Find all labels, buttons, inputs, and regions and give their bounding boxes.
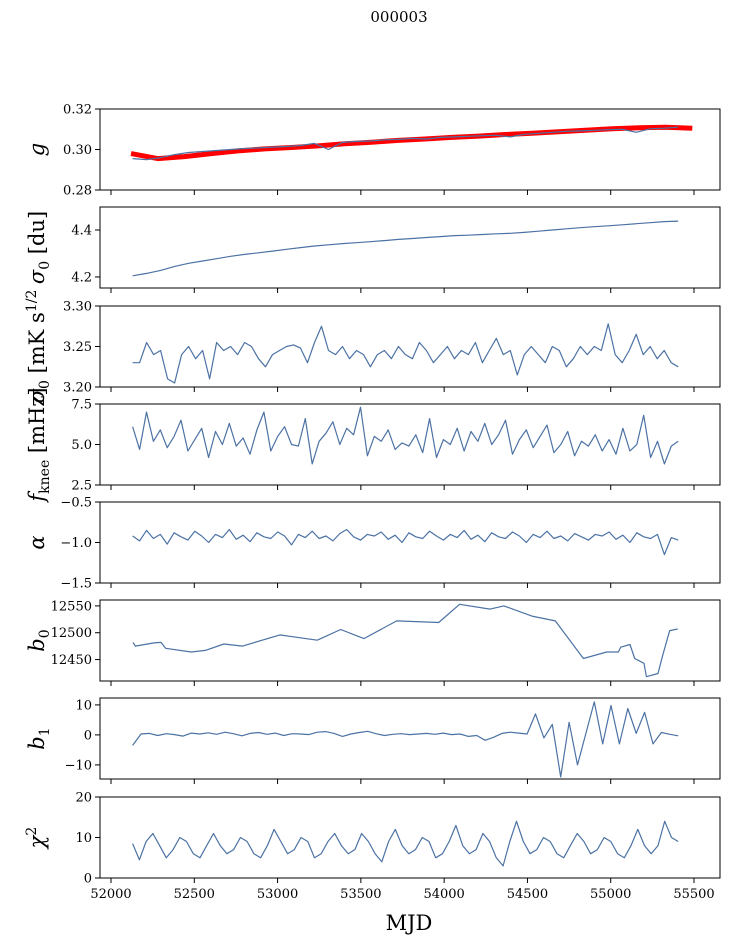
y-label-symbol: σ [25,388,49,403]
axes-frame [99,796,721,879]
y-axis-label: σ0 [mK s1/2 [24,290,53,404]
x-axis-label: MJD [386,911,433,935]
y-tick-label: 3.30 [63,300,92,315]
y-axis-label: b1 [25,727,53,749]
subplot-7: −10 0 10 b1 [25,697,721,784]
y-label-superscript: 2 [24,827,40,836]
subplot-6: 12450 12500 12550 b0 [25,599,721,686]
y-tick-label: 5.0 [71,438,92,453]
y-tick-label: 3.20 [63,381,92,396]
y-label-unit: [mK s [25,312,49,380]
y-label-subscript: 0 [37,380,53,389]
axes-frame [99,501,721,584]
series-line-fit [130,124,693,162]
y-label-symbol: f [25,491,49,504]
y-tick-label: 0 [84,728,92,743]
y-label-symbol: g [25,143,49,156]
y-tick-label: 20 [75,791,92,806]
x-tick-label: 52000 [90,887,131,902]
y-axis-label: χ2 [24,827,49,851]
y-axis-label: b0 [25,629,53,651]
y-tick-label: 10 [75,698,92,713]
y-tick-label: 12500 [51,626,92,641]
subplot-4: 2.5 5.0 7.5 fknee [mHz] [25,387,721,504]
y-tick-label: −1.5 [60,577,92,592]
y-label-unit: [du] [25,211,49,261]
y-label-subscript: knee [37,460,53,494]
y-axis-label: fknee [mHz] [25,387,53,503]
series-line-data [132,701,679,778]
series-line-data [132,528,679,556]
y-tick-label: −1.0 [60,536,92,551]
y-tick-label: −10 [65,758,92,773]
x-tick-label: 52500 [174,887,215,902]
y-label-subscript: 0 [37,261,53,270]
y-axis-label: g [25,143,49,156]
y-label-symbol: χ [25,834,49,850]
y-tick-label: −0.5 [60,496,92,511]
y-label-subscript: 0 [37,629,53,638]
y-label-superscript: 1/2 [24,290,40,313]
y-tick-label: 0 [84,872,92,887]
series-line-data [132,220,679,277]
x-tick-label: 54000 [423,887,464,902]
figure-title: 000003 [370,8,427,26]
x-tick-label: 55000 [590,887,631,902]
axes-frame [99,305,721,388]
y-tick-label: 12450 [51,653,92,668]
y-tick-label: 4.4 [71,224,92,239]
series-line-data [132,406,679,465]
y-label-unit: [mHz] [25,387,49,459]
subplot-3: 3.20 3.25 3.30 σ0 [mK s1/2 [24,290,721,404]
x-tick-label: 53500 [340,887,381,902]
x-tick-label: 54500 [507,887,548,902]
series-line-data [132,603,678,678]
subplot-5: −1.5 −1.0 −0.5 α [25,496,721,592]
series-line-data [132,126,679,161]
x-tick-label: 55500 [673,887,714,902]
y-label-symbol: b [25,736,49,749]
subplot-8: 0 10 20 52000 52500 53000 53500 54000 54500 55000… [24,791,721,902]
series-line-data [132,820,679,867]
y-tick-label: 3.25 [63,340,92,355]
subplot-1: 0.28 0.30 0.32 g [25,103,721,199]
y-label-subscript: 1 [37,727,53,736]
y-tick-label: 2.5 [71,479,92,494]
y-axis-label: σ0 [du] [25,211,53,284]
axes-frame [99,108,721,191]
subplot-2: 4.2 4.4 σ0 [du] [25,206,721,293]
y-label-symbol: b [25,638,49,651]
axes-frame [99,599,721,682]
y-tick-label: 4.2 [71,270,92,285]
y-tick-label: 7.5 [71,398,92,413]
y-label-symbol: α [25,535,49,549]
y-tick-label: 0.32 [63,103,92,118]
y-tick-label: 0.28 [63,184,92,199]
y-tick-label: 12550 [51,599,92,614]
axes-frame [99,206,721,289]
axes-frame [99,697,721,780]
y-tick-label: 10 [75,831,92,846]
x-tick-label: 53000 [257,887,298,902]
series-line-data [132,323,679,384]
y-label-symbol: σ [25,269,49,284]
y-tick-label: 0.30 [63,143,92,158]
y-axis-label: α [25,535,49,549]
